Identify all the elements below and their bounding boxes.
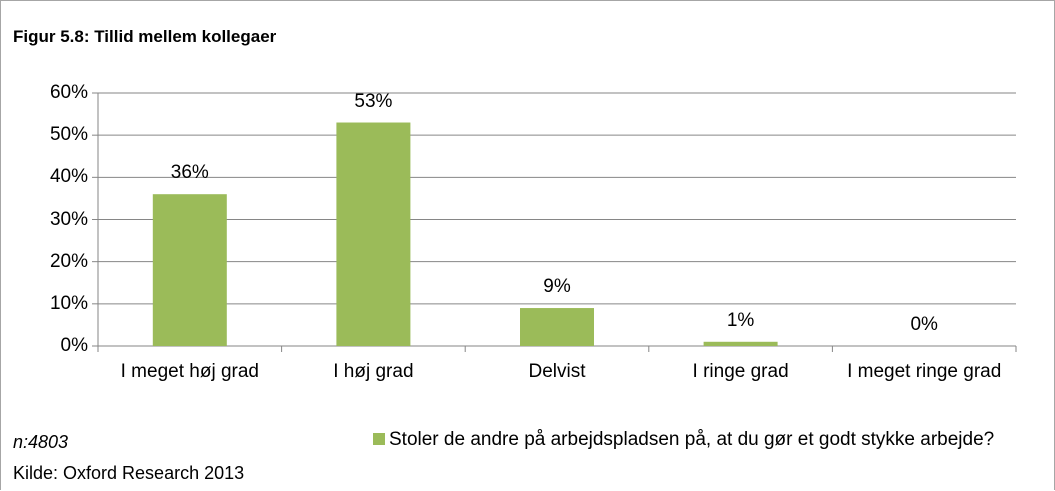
sample-note: n:4803 — [13, 432, 69, 452]
x-tick-label: I høj grad — [333, 361, 414, 382]
y-tick-label: 10% — [49, 292, 88, 314]
data-label: 9% — [543, 276, 571, 298]
x-tick-label: Delvist — [528, 361, 586, 382]
source-note: Kilde: Oxford Research 2013 — [13, 463, 245, 483]
x-tick-label: I meget ringe grad — [847, 361, 1002, 382]
bar — [703, 341, 778, 346]
legend: Stoler de andre på arbejdspladsen på, at… — [373, 427, 1023, 453]
y-tick-label: 60% — [49, 82, 88, 103]
y-tick-label: 50% — [49, 124, 88, 146]
bar — [520, 308, 594, 346]
y-tick-label: 0% — [60, 335, 88, 356]
x-tick-label: I meget høj grad — [120, 361, 259, 382]
chart-title: Figur 5.8: Tillid mellem kollegaer — [13, 27, 277, 46]
y-tick-label: 40% — [49, 166, 88, 188]
y-tick-label: 30% — [49, 208, 88, 230]
data-label: 36% — [170, 162, 209, 184]
legend-swatch — [373, 433, 385, 445]
legend-label: Stoler de andre på arbejdspladsen på, at… — [389, 429, 995, 450]
data-label: 53% — [354, 90, 393, 112]
bar — [152, 194, 227, 346]
data-label: 0% — [910, 314, 938, 335]
x-tick-label: I ringe grad — [692, 361, 789, 382]
bar — [336, 122, 411, 347]
y-tick-label: 20% — [49, 250, 88, 272]
data-label: 1% — [726, 309, 755, 331]
